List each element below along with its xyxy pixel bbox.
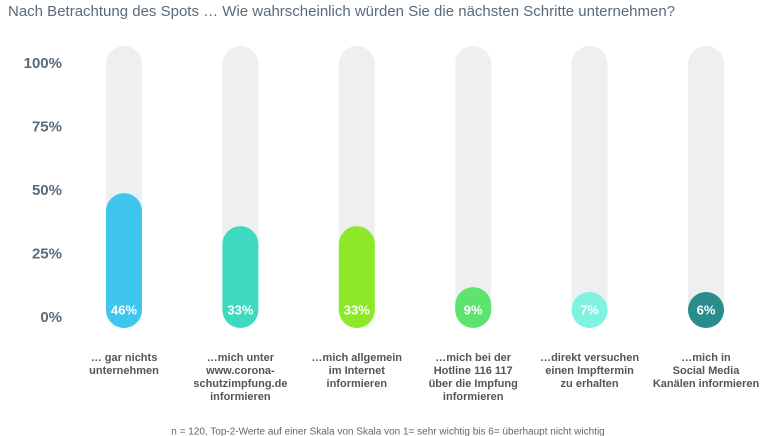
value-label: 6% bbox=[697, 302, 716, 317]
x-tick-label: …mich allgemein im Internet informieren bbox=[311, 352, 403, 390]
y-tick-label: 100% bbox=[24, 55, 62, 72]
bar bbox=[338, 226, 375, 328]
x-tick-label: …mich bei der Hotline 116 117 über die I… bbox=[428, 352, 518, 403]
bar-track bbox=[571, 46, 608, 328]
bar-track bbox=[688, 46, 724, 328]
x-tick-label: … gar nichts unternehmen bbox=[89, 352, 159, 377]
bar bbox=[106, 193, 142, 328]
bar bbox=[222, 226, 259, 328]
bar-track bbox=[455, 46, 492, 328]
value-label: 46% bbox=[111, 302, 137, 317]
x-tick-label: …mich in Social Media Kanälen informiere… bbox=[652, 352, 760, 390]
chart-title: Nach Betrachtung des Spots … Wie wahrsch… bbox=[8, 3, 675, 20]
bar bbox=[688, 292, 724, 328]
value-label: 9% bbox=[464, 302, 483, 317]
y-tick-label: 75% bbox=[32, 118, 62, 135]
y-tick-label: 50% bbox=[32, 182, 62, 199]
value-label: 33% bbox=[227, 302, 253, 317]
x-tick-label: …direkt versuchen einen Impftermin zu er… bbox=[540, 352, 640, 390]
value-label: 33% bbox=[344, 302, 370, 317]
footnote: n = 120, Top-2-Werte auf einer Skala von… bbox=[171, 427, 605, 436]
y-tick-label: 25% bbox=[32, 245, 62, 262]
bar bbox=[571, 292, 608, 328]
y-tick-label: 0% bbox=[40, 309, 62, 326]
x-tick-label: …mich unter www.corona- schutzimpfung.de… bbox=[193, 352, 288, 403]
value-label: 7% bbox=[580, 302, 599, 317]
bar bbox=[455, 287, 492, 328]
